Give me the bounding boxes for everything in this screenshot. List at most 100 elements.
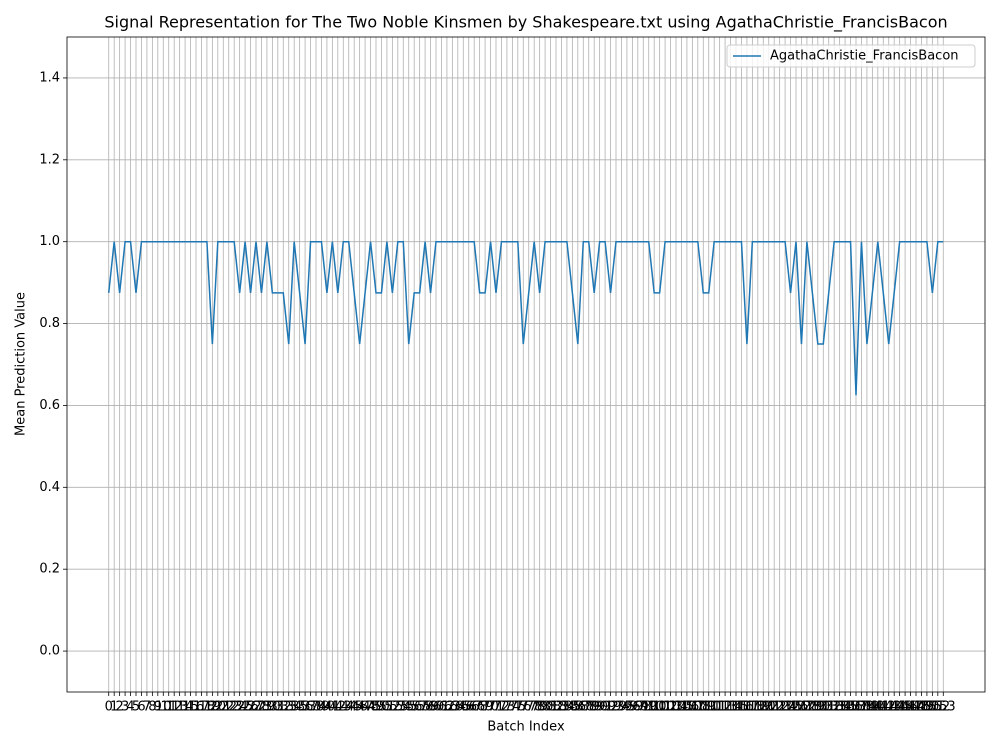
x-tick-label: 114 <box>718 700 743 715</box>
x-tick-label: 61 <box>433 700 450 715</box>
x-tick-label: 99 <box>640 700 657 715</box>
x-tick-label: 131 <box>811 700 836 715</box>
x-tick-label: 109 <box>691 700 716 715</box>
x-tick-label: 110 <box>696 700 721 715</box>
x-tick-label: 20 <box>210 700 227 715</box>
x-tick-label: 8 <box>148 700 156 715</box>
x-tick-label: 18 <box>199 700 216 715</box>
x-tick-label: 53 <box>390 700 407 715</box>
x-tick-label: 153 <box>931 700 956 715</box>
x-tick-label: 5 <box>132 700 140 715</box>
x-tick-label: 60 <box>428 700 445 715</box>
x-tick-label: 2 <box>115 700 123 715</box>
x-tick-label: 145 <box>887 700 912 715</box>
x-tick-label: 96 <box>624 700 641 715</box>
x-tick-label: 62 <box>439 700 456 715</box>
x-tick-label: 84 <box>559 700 576 715</box>
x-tick-label: 36 <box>297 700 314 715</box>
x-tick-label: 30 <box>264 700 281 715</box>
x-tick-label: 85 <box>564 700 581 715</box>
x-tick-label: 44 <box>340 700 357 715</box>
x-tick-label: 137 <box>844 700 869 715</box>
x-tick-label: 3 <box>121 700 129 715</box>
legend-label: AgathaChristie_FrancisBacon <box>770 49 959 64</box>
y-tick-label: 1.0 <box>39 234 60 249</box>
x-tick-label: 26 <box>242 700 259 715</box>
x-tick-label: 103 <box>658 700 683 715</box>
x-tick-label: 86 <box>570 700 587 715</box>
x-tick-label: 40 <box>319 700 336 715</box>
x-tick-label: 91 <box>597 700 614 715</box>
x-tick-label: 128 <box>794 700 819 715</box>
y-tick-label: 0.6 <box>39 398 60 413</box>
y-tick-label: 0.8 <box>39 316 60 331</box>
x-tick-label: 138 <box>849 700 874 715</box>
x-tick-label: 24 <box>231 700 248 715</box>
x-tick-label: 23 <box>226 700 243 715</box>
x-tick-label: 141 <box>865 700 890 715</box>
x-tick-label: 108 <box>685 700 710 715</box>
x-tick-label: 58 <box>417 700 434 715</box>
x-tick-label: 34 <box>286 700 303 715</box>
x-tick-label: 27 <box>248 700 265 715</box>
x-tick-label: 134 <box>827 700 852 715</box>
x-tick-label: 57 <box>411 700 428 715</box>
x-tick-label: 123 <box>767 700 792 715</box>
x-tick-label: 121 <box>756 700 781 715</box>
x-tick-label: 50 <box>373 700 390 715</box>
x-tick-label: 38 <box>308 700 325 715</box>
y-tick-label: 1.2 <box>39 152 60 167</box>
x-tick-label: 48 <box>362 700 379 715</box>
x-tick-label: 79 <box>531 700 548 715</box>
x-tick-label: 46 <box>351 700 368 715</box>
x-tick-label: 25 <box>237 700 254 715</box>
x-tick-label: 78 <box>526 700 543 715</box>
x-tick-label: 19 <box>204 700 221 715</box>
x-tick-label: 16 <box>188 700 205 715</box>
x-tick-label: 56 <box>406 700 423 715</box>
x-tick-label: 21 <box>215 700 232 715</box>
y-tick-label: 1.4 <box>39 70 60 85</box>
x-tick-label: 75 <box>510 700 527 715</box>
x-tick-label: 73 <box>499 700 516 715</box>
x-tick-label: 45 <box>346 700 363 715</box>
x-axis-label: Batch Index <box>487 720 565 735</box>
x-tick-label: 28 <box>253 700 270 715</box>
x-tick-label: 107 <box>680 700 705 715</box>
x-tick-label: 111 <box>702 700 727 715</box>
x-tick-label: 13 <box>171 700 188 715</box>
x-tick-label: 54 <box>395 700 412 715</box>
x-tick-label: 81 <box>542 700 559 715</box>
x-tick-label: 67 <box>466 700 483 715</box>
x-tick-label: 55 <box>400 700 417 715</box>
x-tick-label: 124 <box>773 700 798 715</box>
x-tick-label: 150 <box>914 700 939 715</box>
x-tick-label: 1 <box>110 700 118 715</box>
x-tick-label: 49 <box>368 700 385 715</box>
x-tick-label: 77 <box>520 700 537 715</box>
x-tick-label: 88 <box>580 700 597 715</box>
x-tick-label: 127 <box>789 700 814 715</box>
x-tick-label: 87 <box>575 700 592 715</box>
x-tick-label: 29 <box>259 700 276 715</box>
x-tick-label: 7 <box>143 700 151 715</box>
x-tick-label: 101 <box>647 700 672 715</box>
y-tick-label: 0.2 <box>39 562 60 577</box>
x-tick-label: 106 <box>674 700 699 715</box>
x-tick-label: 142 <box>871 700 896 715</box>
x-tick-label: 149 <box>909 700 934 715</box>
x-tick-label: 147 <box>898 700 923 715</box>
x-tick-label: 89 <box>586 700 603 715</box>
legend: AgathaChristie_FrancisBacon <box>726 44 976 68</box>
x-tick-label: 122 <box>762 700 787 715</box>
x-tick-label: 140 <box>860 700 885 715</box>
x-tick-label: 132 <box>816 700 841 715</box>
x-tick-label: 69 <box>477 700 494 715</box>
x-tick-label: 143 <box>876 700 901 715</box>
x-tick-label: 120 <box>751 700 776 715</box>
x-tick-label: 9 <box>154 700 162 715</box>
x-tick-label: 133 <box>822 700 847 715</box>
chart-title: Signal Representation for The Two Noble … <box>104 13 947 33</box>
x-tick-label: 136 <box>838 700 863 715</box>
x-tick-label: 6 <box>137 700 145 715</box>
